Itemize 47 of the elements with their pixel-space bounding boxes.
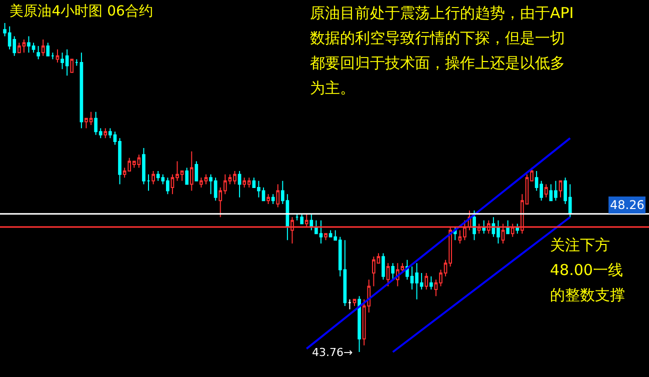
candlestick bbox=[429, 276, 433, 290]
candlestick bbox=[348, 298, 352, 310]
candlestick bbox=[516, 223, 520, 234]
candlestick bbox=[74, 58, 78, 66]
annotation: 43.76→ bbox=[312, 346, 353, 359]
candlestick bbox=[51, 52, 54, 60]
candlestick bbox=[70, 58, 74, 73]
annotation: 都要回归于技术面，操作上还是以低多 bbox=[310, 54, 565, 72]
annotation: 的整数支撑 bbox=[550, 286, 625, 304]
candlestick bbox=[386, 262, 390, 287]
candlestick bbox=[146, 174, 150, 192]
chart-title: 美原油4小时图 06合约 bbox=[10, 3, 153, 20]
candlestick bbox=[276, 184, 280, 208]
candlestick bbox=[238, 170, 242, 198]
candlestick bbox=[142, 148, 146, 185]
candlestick bbox=[544, 184, 548, 198]
candlestick bbox=[482, 220, 486, 234]
candlestick bbox=[271, 194, 275, 204]
text: 原油目前处于震荡上行的趋势，由于API bbox=[310, 4, 574, 22]
text: 48.26 bbox=[610, 198, 644, 212]
candlestick bbox=[190, 150, 194, 192]
candlestick bbox=[36, 46, 40, 60]
candlestick bbox=[324, 233, 328, 241]
candlestick bbox=[382, 252, 385, 280]
candlestick bbox=[266, 194, 270, 204]
candlestick bbox=[352, 298, 356, 306]
candlestick bbox=[558, 180, 562, 198]
candlestick bbox=[391, 262, 395, 280]
candlestick bbox=[506, 220, 510, 234]
annotation: 为主。 bbox=[310, 79, 355, 97]
annotation: 数据的利空导致行情的下探，但是一切 bbox=[310, 29, 565, 47]
candlestick bbox=[358, 296, 361, 352]
candlestick bbox=[80, 52, 84, 129]
candlestick bbox=[104, 128, 108, 139]
candlestick bbox=[472, 210, 476, 241]
annotation: 48.00一线 bbox=[550, 261, 623, 279]
candlestick bbox=[152, 170, 155, 185]
candlestick bbox=[194, 160, 198, 182]
annotation: 关注下方 bbox=[550, 236, 610, 254]
candlestick bbox=[56, 48, 60, 63]
candlestick bbox=[295, 213, 299, 221]
candlestick bbox=[310, 213, 314, 231]
candlestick bbox=[185, 167, 189, 185]
candlestick bbox=[46, 42, 50, 56]
candlestick bbox=[424, 272, 428, 290]
candlestick bbox=[41, 38, 45, 56]
candlestick bbox=[300, 213, 304, 224]
